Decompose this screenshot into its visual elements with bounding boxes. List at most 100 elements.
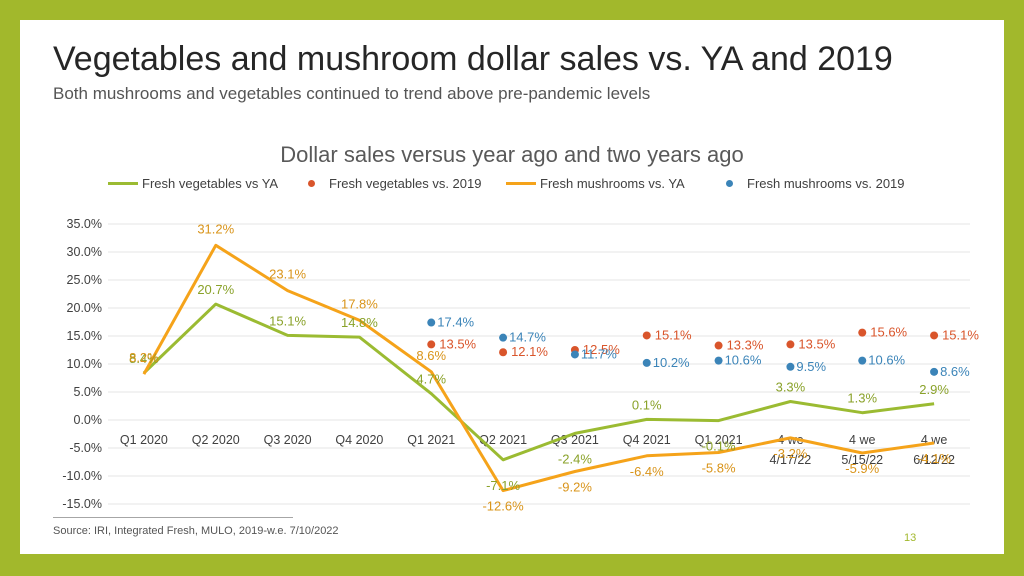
data-point [786,340,795,349]
data-label: 14.7% [509,330,546,345]
data-label: 14.8% [341,315,378,330]
y-tick-label: 35.0% [67,217,102,231]
data-label: -6.4% [630,464,664,479]
data-label: -12.6% [482,499,524,514]
y-tick-label: -10.0% [62,469,102,483]
x-tick-label: Q4 2021 [623,433,671,447]
data-label: 15.1% [269,313,306,328]
data-point [642,358,651,367]
x-tick-label: Q1 2020 [120,433,168,447]
data-label: 10.2% [653,355,690,370]
y-tick-label: 15.0% [67,329,102,343]
data-label: 15.1% [655,327,692,342]
legend-label: Fresh vegetables vs YA [142,175,279,191]
data-label: 12.5% [583,342,620,357]
x-tick-label: 4 we [777,433,803,447]
data-label: 9.5% [796,359,826,374]
data-label: 23.1% [269,267,306,282]
data-label: 2.9% [919,382,949,397]
data-label: 4.7% [416,372,446,387]
x-tick-label: 5/15/22 [841,453,883,467]
y-tick-label: 10.0% [67,357,102,371]
legend-item-mush-2019: Fresh mushrooms vs. 2019 [726,174,905,192]
data-point [858,356,867,365]
data-point [427,340,436,349]
legend-item-veg-ya: Fresh vegetables vs YA [108,174,278,192]
legend-swatch-dot [726,179,733,187]
series-line [142,243,935,493]
x-tick-label: Q3 2020 [264,433,312,447]
line-chart: 35.0% 30.0% 25.0% 20.0% 15.0% 10.0% 5.0% 0.0% -5… [62,217,979,514]
x-tick-label: 4/17/22 [770,453,812,467]
legend-label: Fresh mushrooms vs. 2019 [747,175,905,191]
data-label: 31.2% [197,221,234,236]
legend-swatch-dot [308,179,315,187]
legend-swatch-line [108,181,138,185]
data-label: -5.8% [702,460,736,475]
x-tick-label: Q1 2021 [695,433,743,447]
slide-title: Vegetables and mushroom dollar sales vs.… [53,40,893,78]
x-tick-label: Q4 2020 [335,433,383,447]
data-label: 13.3% [727,338,764,353]
data-label: 8.2% [129,350,159,365]
y-tick-label: -15.0% [62,497,102,511]
data-point [642,331,651,340]
y-tick-label: 30.0% [67,245,102,259]
source-note: Source: IRI, Integrated Fresh, MULO, 201… [53,525,339,537]
data-label: -9.2% [558,480,592,495]
data-label: 13.5% [798,336,835,351]
data-label: -3.2% [773,446,807,461]
y-tick-label: -5.0% [69,441,102,455]
data-label: 11.7% [581,346,617,361]
data-point [930,367,939,376]
data-label: -2.4% [558,451,592,466]
data-label: 17.8% [341,296,378,311]
data-label: 10.6% [725,353,762,368]
legend-swatch-line [506,181,536,185]
data-label: 20.7% [197,282,234,297]
x-tick-label: Q2 2021 [479,433,527,447]
data-point [499,348,508,357]
data-point [786,362,795,371]
data-label: -0.1% [702,439,736,454]
x-tick-label: 6/12/22 [913,453,955,467]
legend-item-veg-2019: Fresh vegetables vs. 2019 [308,174,481,192]
source-divider [53,517,293,518]
data-label: 8.4% [129,351,159,366]
data-label: 13.5% [439,336,476,351]
legend-item-mush-ya: Fresh mushrooms vs. YA [506,174,685,192]
data-label: 0.1% [632,397,662,412]
legend-label: Fresh mushrooms vs. YA [540,175,685,191]
data-label: 1.3% [847,391,877,406]
data-point [714,341,723,350]
data-point [427,318,436,327]
data-point [930,331,939,340]
data-label: 8.6% [416,348,446,363]
legend-label: Fresh vegetables vs. 2019 [329,175,482,191]
data-label: -5.9% [845,461,879,476]
data-label: 12.1% [511,344,548,359]
data-point [858,328,867,337]
y-tick-label: 0.0% [74,413,103,427]
data-label: -7.1% [486,478,520,493]
series-line [142,302,935,462]
data-label: 15.1% [942,327,979,342]
data-label: 17.4% [437,315,474,330]
data-point [570,350,579,359]
y-tick-label: 25.0% [67,273,102,287]
slide-subtitle: Both mushrooms and vegetables continued … [53,84,651,103]
data-point [499,333,508,342]
slide: Vegetables and mushroom dollar sales vs.… [20,20,1004,554]
data-label: 10.6% [868,353,905,368]
y-tick-label: 20.0% [67,301,102,315]
x-tick-label: 4 we [849,433,875,447]
x-tick-label: Q1 2021 [407,433,455,447]
chart-title: Dollar sales versus year ago and two yea… [280,142,744,167]
data-point [714,356,723,365]
y-tick-label: 5.0% [74,385,103,399]
x-tick-label: Q2 2020 [192,433,240,447]
page-number: 13 [904,532,917,544]
data-label: 8.6% [940,364,970,379]
data-label: 3.3% [776,380,806,395]
data-label: -4.1% [917,451,951,466]
